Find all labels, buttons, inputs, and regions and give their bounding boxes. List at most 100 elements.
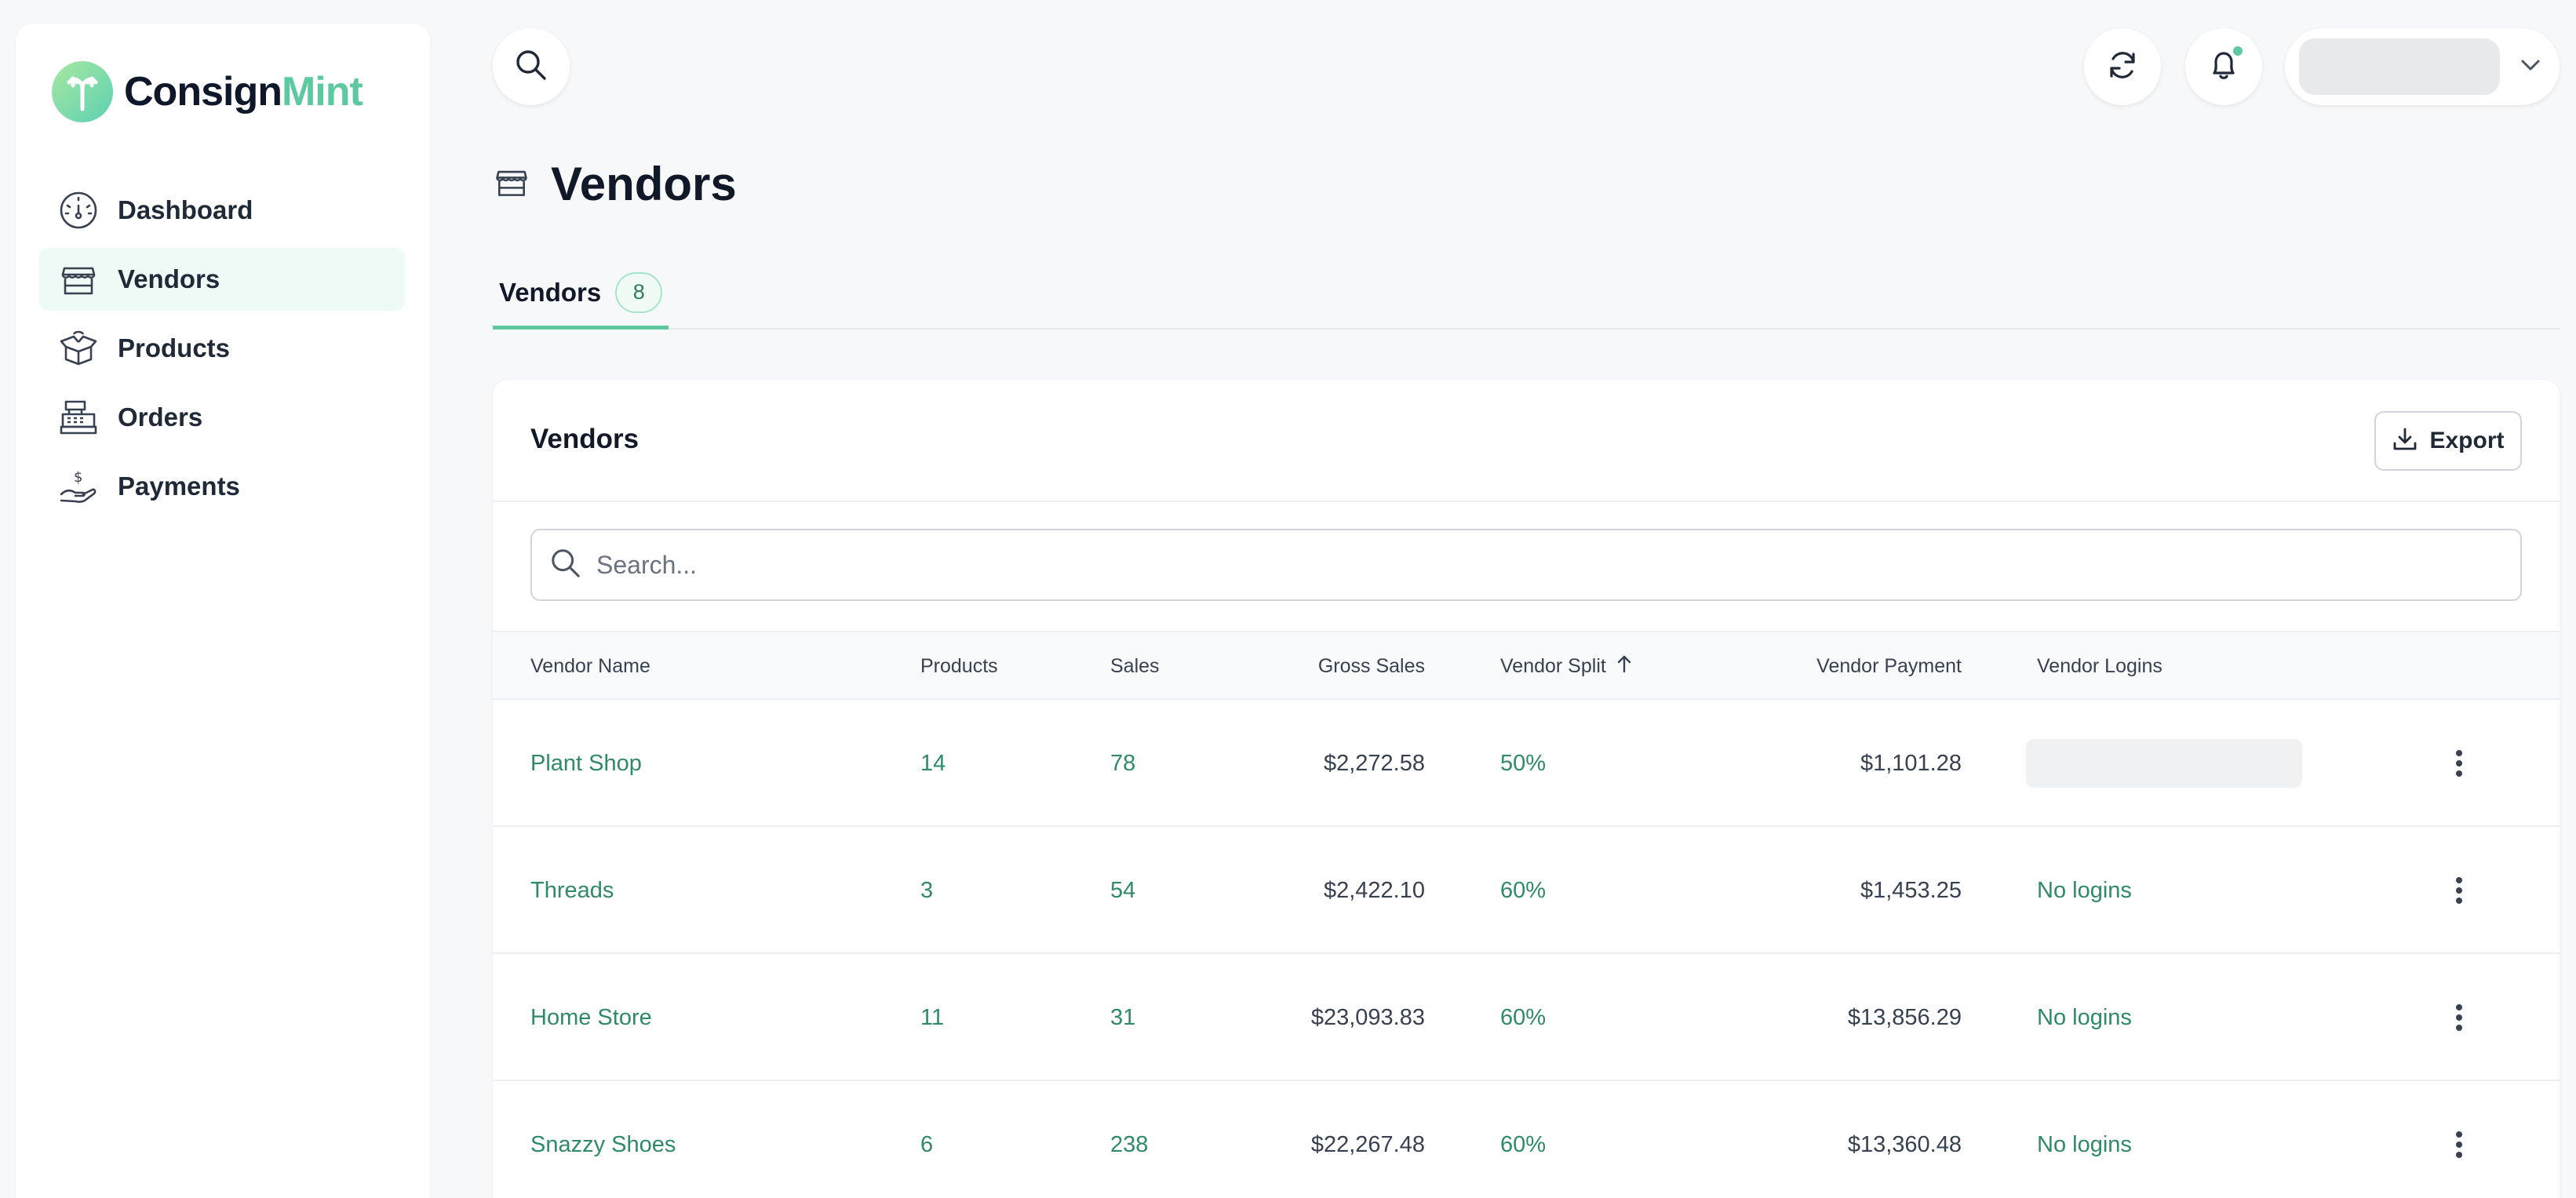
tab-vendors[interactable]: Vendors 8 — [493, 259, 669, 330]
cash-register-icon — [56, 395, 100, 439]
gross-sales-value: $23,093.83 — [1310, 1004, 1425, 1030]
column-header-products[interactable]: Products — [920, 654, 998, 677]
vendor-search-input[interactable] — [596, 533, 2520, 596]
sidebar-item-vendors[interactable]: Vendors — [39, 248, 405, 311]
row-actions — [2443, 700, 2475, 827]
vendor-payment-value: $13,360.48 — [1847, 1131, 1962, 1157]
sales-count-link[interactable]: 54 — [1110, 877, 1136, 903]
tab-label: Vendors — [499, 277, 602, 307]
gross-sales-value: $2,272.58 — [1323, 750, 1425, 776]
vendor-logins-link[interactable]: No logins — [2037, 1004, 2132, 1030]
export-label: Export — [2429, 428, 2505, 453]
vendor-name-link[interactable]: Threads — [530, 877, 614, 903]
sidebar-item-label: Payments — [118, 472, 240, 501]
hand-dollar-icon: $ — [56, 464, 100, 508]
card-title: Vendors — [530, 424, 639, 454]
vendor-logins-cell — [2026, 700, 2302, 827]
sales-count-link[interactable]: 31 — [1110, 1004, 1136, 1030]
sidebar: ConsignMint Dashboard — [16, 24, 430, 1198]
vendor-split-link[interactable]: 50% — [1500, 750, 1547, 776]
column-header-vendor-logins[interactable]: Vendor Logins — [2037, 654, 2162, 677]
column-header-gross-sales[interactable]: Gross Sales — [1317, 654, 1425, 677]
vendor-split-link[interactable]: 60% — [1500, 877, 1547, 903]
vendor-split-link[interactable]: 60% — [1500, 1131, 1547, 1157]
brand-name-part-2: Mint — [281, 69, 363, 115]
search-section — [493, 502, 2560, 632]
vendors-card: Vendors Export — [493, 380, 2560, 1198]
products-count-link[interactable]: 11 — [920, 1004, 945, 1030]
more-vertical-icon[interactable] — [2443, 1121, 2475, 1168]
table-row: Snazzy Shoes 6 238 $22,267.48 60% $13,36… — [493, 1081, 2560, 1198]
export-button[interactable]: Export — [2374, 411, 2522, 471]
refresh-icon — [2105, 48, 2140, 86]
vendor-payment-value: $1,101.28 — [1860, 750, 1962, 776]
logo-icon — [52, 61, 113, 122]
column-header-vendor-split[interactable]: Vendor Split — [1500, 632, 1633, 700]
storefront-icon — [56, 257, 100, 301]
svg-text:$: $ — [74, 469, 82, 486]
table-row: Plant Shop 14 78 $2,272.58 50% $1,101.28 — [493, 700, 2560, 827]
sidebar-item-label: Products — [118, 333, 231, 362]
table-header: Vendor Name Products Sales Gross Sales V… — [493, 632, 2560, 700]
refresh-button[interactable] — [2084, 28, 2161, 105]
global-search-button[interactable] — [493, 28, 570, 105]
products-count-link[interactable]: 14 — [920, 750, 946, 776]
search-icon — [549, 547, 582, 584]
card-header: Vendors Export — [493, 380, 2560, 502]
sidebar-item-label: Dashboard — [118, 195, 253, 224]
tab-bar: Vendors 8 — [493, 259, 2560, 330]
table-row: Home Store 11 31 $23,093.83 60% $13,856.… — [493, 954, 2560, 1081]
sidebar-item-orders[interactable]: Orders — [39, 386, 405, 449]
brand-name-part-1: Consign — [124, 69, 282, 115]
vendor-name-link[interactable]: Home Store — [530, 1004, 652, 1030]
storefront-icon — [493, 163, 530, 205]
more-vertical-icon[interactable] — [2443, 867, 2475, 914]
vendor-logins-placeholder — [2026, 739, 2302, 788]
sales-count-link[interactable]: 78 — [1110, 750, 1136, 776]
vendor-split-link[interactable]: 60% — [1500, 1004, 1547, 1030]
brand-name: ConsignMint — [124, 68, 363, 115]
sidebar-item-dashboard[interactable]: Dashboard — [39, 179, 405, 242]
products-count-link[interactable]: 3 — [920, 877, 934, 903]
download-icon — [2392, 426, 2418, 457]
row-actions — [2443, 1081, 2475, 1198]
row-actions — [2443, 954, 2475, 1081]
column-header-vendor-payment[interactable]: Vendor Payment — [1816, 654, 1962, 677]
sidebar-item-label: Orders — [118, 402, 203, 431]
table-row: Threads 3 54 $2,422.10 60% $1,453.25 No … — [493, 827, 2560, 954]
vendor-name-link[interactable]: Plant Shop — [530, 750, 642, 776]
bell-icon — [2206, 48, 2241, 86]
page-header: Vendors — [493, 157, 737, 211]
column-header-vendor-name[interactable]: Vendor Name — [530, 654, 650, 677]
vendor-search-box[interactable] — [530, 529, 2522, 601]
brand-logo[interactable]: ConsignMint — [52, 61, 363, 122]
sort-ascending-arrow-icon — [1616, 654, 1633, 679]
sidebar-item-label: Vendors — [118, 264, 220, 293]
vendor-name-link[interactable]: Snazzy Shoes — [530, 1131, 676, 1157]
sidebar-nav: Dashboard Vendors — [39, 179, 405, 524]
notifications-button[interactable] — [2185, 28, 2262, 105]
more-vertical-icon[interactable] — [2443, 994, 2475, 1041]
gross-sales-value: $2,422.10 — [1323, 877, 1425, 903]
vendor-logins-link[interactable]: No logins — [2037, 1131, 2132, 1157]
chevron-down-icon — [2520, 59, 2541, 75]
gross-sales-value: $22,267.48 — [1310, 1131, 1425, 1157]
vendor-logins-link[interactable]: No logins — [2037, 877, 2132, 903]
column-header-sales[interactable]: Sales — [1110, 654, 1160, 677]
products-count-link[interactable]: 6 — [920, 1131, 934, 1157]
row-actions — [2443, 827, 2475, 954]
vendor-payment-value: $1,453.25 — [1860, 877, 1962, 903]
tab-count-badge: 8 — [615, 271, 663, 313]
notification-dot — [2231, 44, 2245, 58]
sidebar-item-payments[interactable]: $ Payments — [39, 455, 405, 518]
sidebar-item-products[interactable]: Products — [39, 317, 405, 380]
sales-count-link[interactable]: 238 — [1110, 1131, 1149, 1157]
open-box-icon — [56, 326, 100, 370]
vendor-payment-value: $13,856.29 — [1847, 1004, 1962, 1030]
search-icon — [514, 48, 548, 86]
dashboard-gauge-icon — [56, 188, 100, 232]
user-menu[interactable] — [2285, 28, 2560, 105]
user-name-placeholder — [2299, 38, 2500, 95]
more-vertical-icon[interactable] — [2443, 740, 2475, 787]
